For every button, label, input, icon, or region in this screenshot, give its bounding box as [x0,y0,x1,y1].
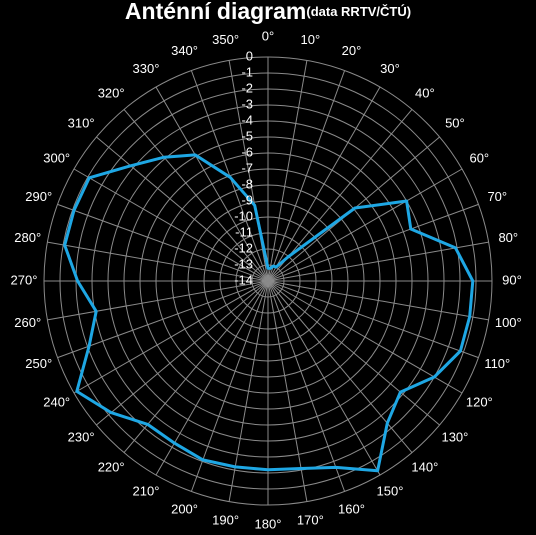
grid-ring [43,56,493,506]
angle-label: 140° [411,459,438,474]
grid-ring [59,72,477,490]
grid-ring [171,184,365,378]
r-tick-label: -13 [234,256,253,271]
grid-ring [219,232,317,330]
r-tick-label: -6 [241,144,253,159]
title: Anténní diagram [125,0,306,24]
angle-label: 250° [25,356,52,371]
angle-label: 160° [338,502,365,517]
angle-label: 350° [212,32,239,47]
r-tick-label: -9 [241,192,253,207]
grid-ring [235,248,301,314]
r-tick-label: -4 [241,112,253,127]
grid-ring [75,88,461,474]
angle-label: 290° [25,189,52,204]
angle-label: 10° [301,32,321,47]
angle-label: 110° [484,356,510,371]
grid-ring [187,200,349,362]
angle-label: 40° [415,86,435,101]
angle-label: 120° [466,394,493,409]
angle-label: 50° [445,116,465,131]
angle-label: 240° [43,394,70,409]
grid-ring [203,216,333,346]
labels: 0-1-2-3-4-5-6-7-8-9-10-11-12-13-14 0° 10° 2… [11,28,522,531]
grid-ring [91,104,445,458]
angle-label: 210° [133,484,160,499]
angle-label: 260° [14,315,41,330]
angle-label: 0° [262,28,274,43]
chart-title: Anténní diagram(data RRTV/ČTÚ) [125,0,411,24]
angle-label: 190° [212,513,239,528]
angle-label: 60° [469,150,489,165]
angle-label: 80° [498,230,518,245]
angle-label: 70° [487,189,507,204]
angle-label: 320° [98,86,125,101]
angle-label: 280° [14,230,41,245]
angle-label: 180° [255,516,282,530]
angle-label: 170° [297,513,324,528]
angle-label: 20° [342,43,362,58]
angle-label: 230° [68,429,95,444]
angle-label: 150° [377,484,404,499]
angle-label: 200° [171,502,198,517]
grid [43,56,493,506]
angle-label: 130° [441,429,468,444]
marks [63,153,475,473]
angle-label: 90° [502,272,522,287]
r-tick-label: -10 [234,208,253,223]
angle-label: 340° [171,43,198,58]
angle-label: 100° [495,315,522,330]
angle-label: 330° [133,61,160,76]
angle-label: 310° [68,116,95,131]
r-tick-label: -14 [234,272,253,287]
r-tick-label: -8 [241,176,253,191]
r-tick-label: -7 [241,160,253,175]
angle-label: 300° [43,150,70,165]
r-tick-label: -5 [241,128,253,143]
r-tick-label: -1 [241,64,253,79]
r-tick-label: -3 [241,96,253,111]
r-tick-label: -11 [235,224,253,239]
grid-ring [155,168,381,394]
grid-ring [123,136,413,426]
r-tick-label: -2 [241,80,253,95]
angle-label: 220° [98,459,125,474]
grid-ring [139,152,397,410]
grid-ring [107,120,429,442]
r-tick-label: 0 [246,48,253,63]
angle-label: 30° [380,61,400,76]
angle-label: 270° [11,272,38,287]
r-tick-label: -12 [234,240,253,255]
series-line [63,153,475,473]
subtitle: (data RRTV/ČTÚ) [306,4,411,19]
